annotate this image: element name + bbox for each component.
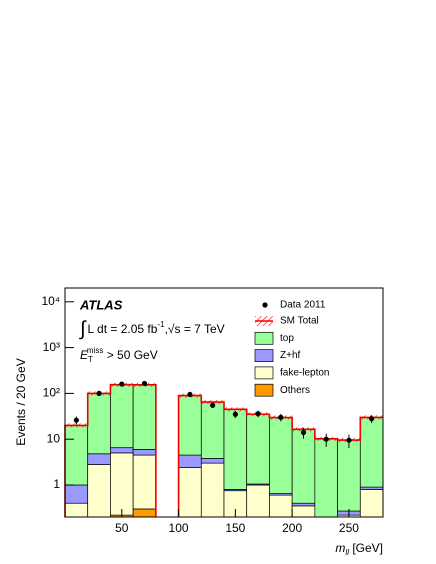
stack-bar [291, 428, 316, 504]
data-point [323, 436, 329, 442]
legend-label: fake-lepton [280, 368, 329, 379]
data-point [232, 411, 238, 417]
legend-marker [262, 302, 268, 308]
stack-bar [246, 484, 270, 518]
stack-bar [337, 439, 361, 512]
data-point [346, 437, 352, 443]
stack-bar [178, 454, 202, 468]
stack-bar [269, 494, 293, 518]
stack-bar [87, 393, 111, 455]
experiment: ATLAS [79, 297, 123, 312]
legend-marker [254, 331, 274, 345]
data-point [141, 380, 148, 387]
stack-bar [87, 464, 111, 518]
stack-bar [64, 484, 89, 504]
stack-bar [291, 502, 316, 507]
stack-bar [359, 417, 384, 488]
legend-label: SM Total [280, 316, 319, 327]
legend-marker [254, 383, 274, 397]
stack-bar [110, 452, 134, 516]
data-point [300, 429, 307, 436]
y-tick-label: 10⁴ [41, 294, 60, 308]
stack-bar [359, 486, 384, 490]
data-point [255, 411, 261, 417]
stack-bar [178, 467, 202, 518]
legend-label: Z+hf [280, 350, 301, 361]
stack-bar [132, 448, 157, 456]
data-point [119, 381, 125, 387]
x-tick-label: 250 [339, 521, 359, 535]
stack-bar [269, 417, 293, 494]
stack-bar [110, 384, 134, 449]
legend-marker [254, 366, 274, 380]
stack-bar [200, 462, 225, 518]
stack-bar [223, 409, 248, 490]
stack-bar [291, 505, 316, 518]
stack-bar [200, 401, 225, 459]
stack-bar [132, 454, 157, 510]
stack-bar [64, 425, 89, 486]
stack-bar [314, 438, 338, 518]
stack-bar [132, 508, 157, 518]
legend-label: top [280, 333, 294, 344]
data-point [187, 391, 193, 398]
y-tick-label: 10² [43, 386, 60, 400]
frame [64, 287, 384, 518]
y-tick-label: 10³ [43, 340, 60, 354]
y-axis-label: Events / 20 GeV [14, 358, 28, 445]
data-point [73, 417, 79, 423]
data-point [96, 390, 102, 396]
x-tick-label: 150 [225, 521, 245, 535]
stack-bar [132, 384, 157, 450]
x-tick-label: 50 [115, 521, 129, 535]
stack-bar [200, 458, 225, 464]
data-point [278, 414, 284, 420]
stack-bar [359, 489, 384, 518]
stack-bar [87, 453, 111, 465]
y-tick-label: 1 [53, 477, 60, 491]
stack-bar [110, 447, 134, 454]
data-point [210, 402, 216, 408]
x-axis-label: mll [GeV] [335, 541, 383, 557]
y-tick-label: 10 [47, 431, 61, 445]
x-tick-label: 100 [169, 521, 189, 535]
legend-label: Data 2011 [280, 300, 326, 311]
stack-bar [64, 502, 89, 518]
lumi: ∫ L dt = 2.05 fb-1,√s = 7 TeV [79, 318, 225, 340]
data-point [369, 416, 375, 422]
legend-label: Others [280, 385, 310, 396]
x-tick-label: 200 [282, 521, 302, 535]
legend-marker [254, 349, 274, 362]
stack-bar [246, 413, 270, 485]
met-cut: ETmiss > 50 GeV [80, 346, 158, 364]
stack-bar [178, 395, 202, 456]
